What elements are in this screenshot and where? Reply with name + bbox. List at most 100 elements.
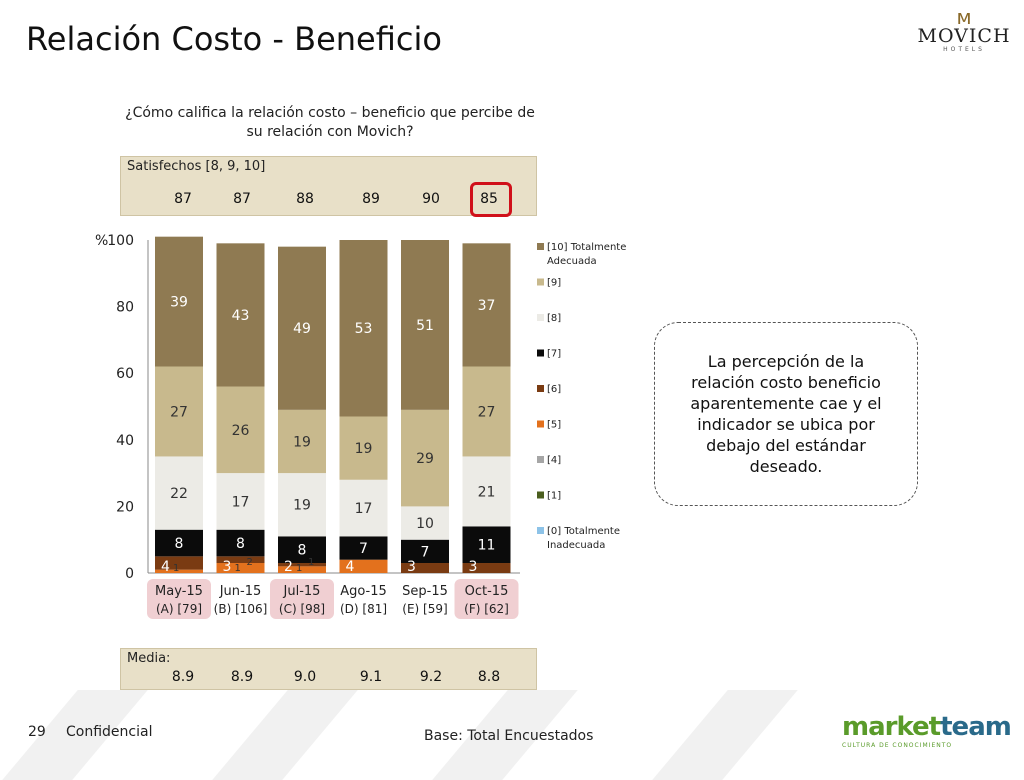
data-label: 21	[478, 484, 496, 500]
legend-swatch	[537, 349, 544, 357]
satisfechos-value: 90	[422, 191, 440, 207]
media-value: 9.0	[293, 669, 317, 685]
bar-segment	[155, 366, 203, 457]
y-tick-label: 20	[116, 499, 134, 515]
data-label: 17	[355, 501, 373, 517]
data-label: 29	[416, 451, 434, 467]
legend-swatch	[537, 420, 544, 428]
media-panel: Media: 8.9 8.9 9.0 9.1 9.2 8.8	[120, 648, 537, 690]
bar-segment	[462, 563, 511, 573]
category-highlight	[454, 579, 519, 619]
y-axis-label: %	[95, 233, 108, 249]
satisfechos-value: 85	[480, 191, 498, 207]
data-label: 53	[355, 321, 373, 337]
small-data-label: 3	[469, 559, 478, 575]
satisfechos-value: 88	[296, 191, 314, 207]
legend-label: [4]	[547, 455, 561, 466]
bar-segment	[155, 556, 203, 570]
data-label: 26	[232, 423, 250, 439]
bar-segment	[462, 243, 511, 367]
bar-segment	[462, 366, 511, 457]
legend-label: [9]	[547, 278, 561, 289]
bar-segment	[401, 563, 449, 573]
y-tick-label: 80	[116, 300, 134, 316]
satisfechos-panel: Satisfechos [8, 9, 10] 87 87 88 89 90 85	[120, 156, 537, 217]
bar-segment	[339, 536, 388, 560]
satisfechos-value: 87	[174, 191, 192, 207]
legend-swatch	[537, 243, 544, 250]
data-label: 51	[416, 318, 434, 334]
legend-label: [7]	[547, 349, 561, 360]
movich-m-icon: ᴍ	[956, 5, 972, 29]
data-label: 11	[478, 538, 496, 554]
bar-segment	[216, 529, 265, 557]
satisfechos-label: Satisfechos [8, 9, 10]	[127, 159, 266, 174]
marketteam-logo: marketteam CULTURA DE CONOCIMIENTO	[842, 712, 1012, 756]
category-sublabel: (C) [98]	[279, 602, 325, 616]
media-value: 9.2	[419, 669, 443, 685]
category-label: Ago-15	[340, 584, 387, 599]
bar-segment	[462, 456, 511, 527]
brand-part-b: team	[940, 712, 1012, 742]
insight-callout: La percepción de la relación costo benef…	[654, 322, 918, 506]
y-tick-label: 0	[125, 566, 134, 582]
media-value: 8.9	[230, 669, 254, 685]
category-sublabel: (B) [106]	[214, 602, 268, 616]
bar-segment	[339, 240, 388, 417]
category-highlight	[147, 579, 211, 619]
bar-segment	[278, 246, 326, 410]
small-data-label: 2	[284, 559, 293, 575]
y-tick-label: 60	[116, 366, 134, 382]
brand-tagline: CULTURA DE CONOCIMIENTO	[842, 742, 953, 749]
category-sublabel: (D) [81]	[340, 602, 387, 616]
legend-swatch	[537, 278, 544, 286]
legend-swatch	[537, 456, 544, 463]
legend-label: [1]	[547, 491, 561, 502]
bar-segment	[401, 539, 449, 564]
category-label: May-15	[155, 584, 203, 599]
survey-question: ¿Cómo califica la relación costo – benef…	[125, 105, 535, 140]
bar-segment	[155, 569, 203, 573]
background-stripe	[212, 690, 358, 780]
legend-label: Adecuada	[547, 256, 597, 267]
legend-label: [5]	[547, 420, 561, 431]
satisfechos-value: 87	[233, 191, 251, 207]
data-label: 7	[421, 544, 430, 560]
category-label: Jul-15	[283, 584, 321, 599]
category-sublabel: (F) [62]	[464, 602, 509, 616]
media-value: 9.1	[359, 669, 383, 685]
small-data-label: 2	[247, 557, 253, 568]
brand-part-a: market	[842, 712, 941, 742]
bar-segment	[278, 566, 326, 573]
data-label: 27	[170, 404, 188, 420]
media-value: 8.9	[171, 669, 195, 685]
legend-swatch	[537, 314, 544, 321]
small-data-label: 1	[296, 563, 302, 574]
bar-segment	[155, 236, 203, 367]
satisfechos-highlight	[470, 182, 512, 217]
legend-label: [8]	[547, 313, 561, 324]
media-value: 8.8	[477, 669, 501, 685]
bar-segment	[339, 416, 388, 480]
category-sublabel: (A) [79]	[156, 602, 202, 616]
data-label: 43	[232, 308, 250, 324]
data-label: 17	[232, 494, 250, 510]
base-note: Base: Total Encuestados	[424, 728, 594, 744]
legend-label: [10] Totalmente	[547, 242, 626, 253]
bar-segment	[278, 536, 326, 564]
data-label: 8	[175, 536, 184, 552]
bar-segment	[155, 456, 203, 530]
satisfechos-value: 89	[362, 191, 380, 207]
small-data-label: 1	[173, 563, 179, 574]
small-data-label: 1	[308, 557, 314, 568]
bar-segment	[401, 506, 449, 540]
page-title: Relación Costo - Beneficio	[26, 20, 442, 58]
logo-sub: HOTELS	[943, 46, 985, 53]
small-data-label: 3	[223, 559, 232, 575]
bar-segment	[339, 559, 388, 573]
data-label: 22	[170, 486, 188, 502]
category-label: Oct-15	[465, 584, 509, 599]
data-label: 8	[298, 543, 307, 559]
bar-segment	[462, 526, 511, 564]
